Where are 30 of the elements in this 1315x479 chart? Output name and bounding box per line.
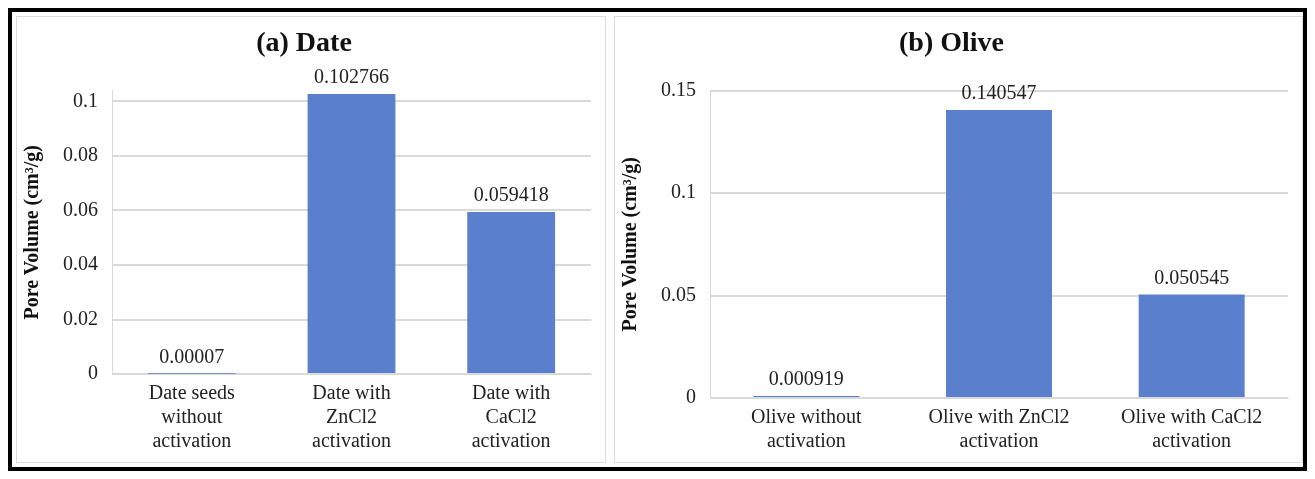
y-tick-label: 0.15 bbox=[661, 77, 696, 100]
x-tick-label: Olive with ZnCl2 activation bbox=[928, 405, 1070, 452]
chart-title: (a) Date bbox=[256, 26, 352, 58]
y-tick-label: 0.1 bbox=[73, 88, 98, 111]
y-tick-label: 0 bbox=[88, 361, 98, 384]
data-label: 0.050545 bbox=[1154, 265, 1230, 288]
y-tick-label: 0.06 bbox=[63, 197, 98, 220]
data-label: 0.059418 bbox=[473, 183, 549, 206]
y-tick-label: 0.08 bbox=[63, 143, 98, 166]
x-tick-label: Date with ZnCl2 activation bbox=[312, 381, 391, 452]
x-tick-label: Date with CaCl2 activation bbox=[471, 381, 551, 452]
chart-title: (b) Olive bbox=[899, 26, 1004, 58]
y-tick-label: 0.1 bbox=[671, 180, 696, 203]
bar bbox=[1138, 294, 1245, 397]
data-label: 0.102766 bbox=[314, 65, 389, 88]
data-label: 0.140547 bbox=[961, 81, 1037, 104]
x-tick-label: Date seeds without activation bbox=[148, 381, 236, 452]
y-tick-label: 0.05 bbox=[661, 282, 696, 305]
x-tick-label: Olive without activation bbox=[751, 405, 863, 452]
data-label: 0.00007 bbox=[159, 345, 225, 368]
bar bbox=[946, 109, 1052, 397]
y-tick-label: 0.04 bbox=[63, 252, 98, 275]
bar bbox=[307, 93, 396, 373]
data-label: 0.000919 bbox=[768, 367, 844, 390]
y-tick-label: 0.02 bbox=[63, 306, 98, 329]
bar bbox=[467, 212, 556, 373]
y-tick-label: 0 bbox=[686, 385, 696, 408]
y-axis-title: Pore Volume (cm³/g) bbox=[20, 145, 44, 320]
y-axis-title: Pore Volume (cm³/g) bbox=[618, 157, 642, 332]
x-tick-label: Olive with CaCl2 activation bbox=[1121, 405, 1263, 452]
